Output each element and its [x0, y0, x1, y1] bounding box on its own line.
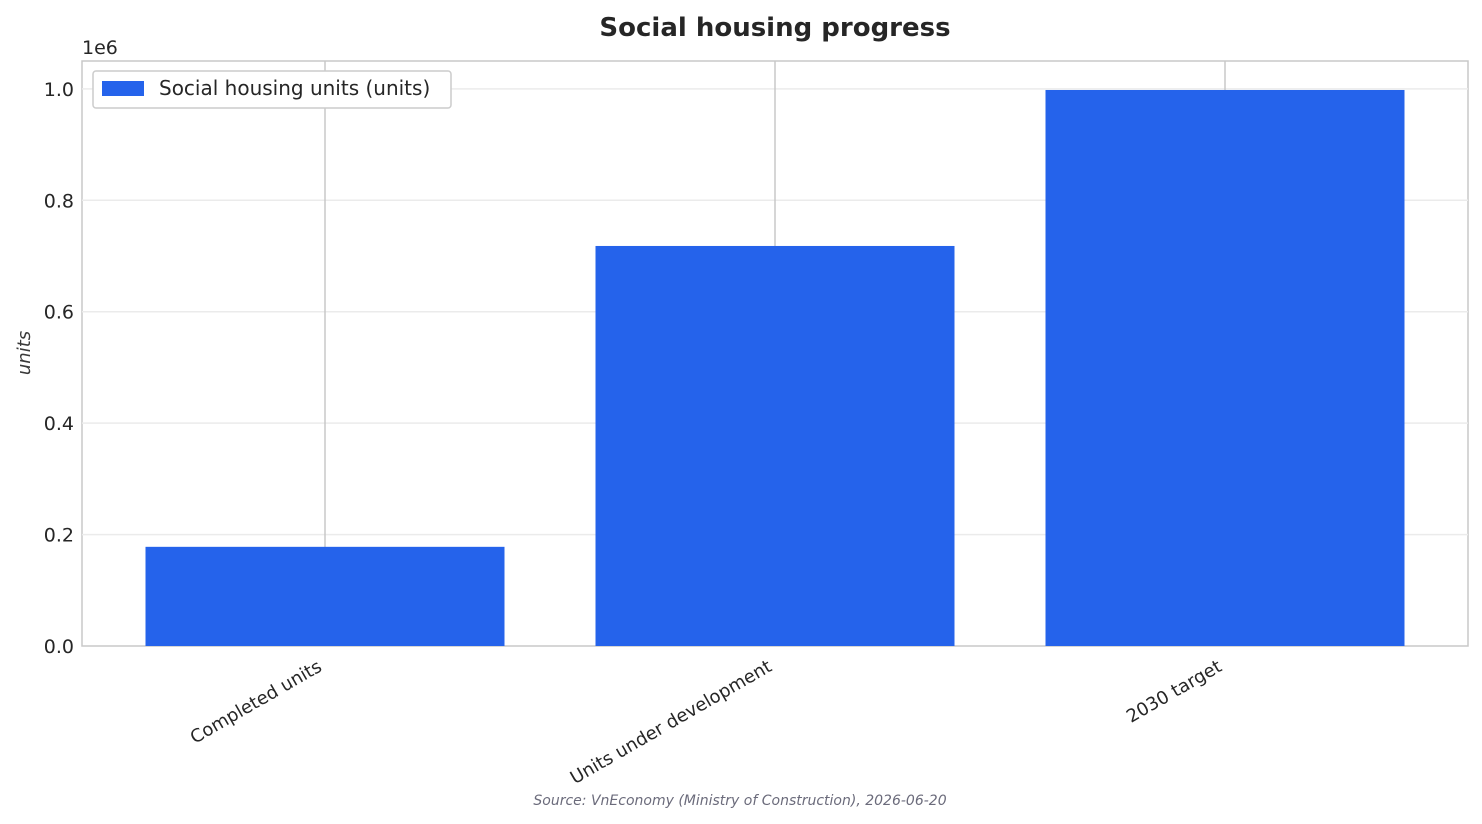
x-tick-label: Completed units — [187, 656, 326, 748]
chart-title: Social housing progress — [599, 13, 950, 43]
y-axis-label: units — [14, 331, 35, 375]
y-axis-offset-label: 1e6 — [82, 37, 118, 59]
bar — [595, 245, 955, 646]
bar — [145, 546, 505, 646]
legend-box — [92, 70, 452, 109]
bars — [145, 89, 1405, 646]
y-tick-label: 0.8 — [44, 190, 74, 212]
x-tick-label: 2030 target — [1123, 656, 1226, 727]
y-tick-label: 0.2 — [44, 525, 74, 547]
y-tick-label: 0.0 — [44, 636, 74, 658]
x-axis-ticks: Completed units Units under development 20… — [187, 656, 1226, 789]
x-tick-label: Units under development — [567, 656, 776, 789]
legend-label: Social housing units (units) — [159, 76, 430, 100]
y-tick-label: 0.6 — [44, 302, 74, 324]
bar — [1045, 89, 1405, 646]
y-tick-label: 0.4 — [44, 413, 74, 435]
source-note: Source: VnEconomy (Ministry of Construct… — [533, 793, 946, 809]
legend: Social housing units (units) — [92, 70, 452, 109]
legend-swatch — [102, 81, 144, 96]
y-tick-label: 1.0 — [44, 79, 74, 101]
y-axis-ticks: 0.0 0.2 0.4 0.6 0.8 1.0 — [44, 79, 74, 658]
